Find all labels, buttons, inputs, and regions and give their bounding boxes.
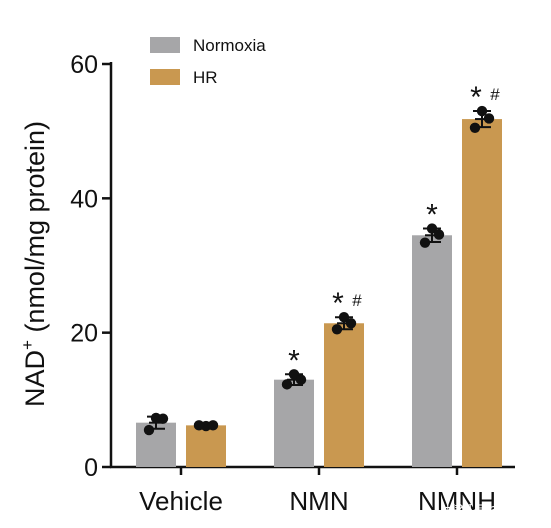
legend-swatch xyxy=(150,69,180,85)
data-point xyxy=(469,122,481,134)
data-point xyxy=(331,324,343,335)
data-point xyxy=(345,318,357,329)
category-label: Vehicle xyxy=(139,486,223,516)
y-tick-label: 40 xyxy=(70,185,98,213)
significance-star: * xyxy=(470,81,482,114)
y-axis-label-sup: + xyxy=(18,340,37,350)
bar-normoxia-nmn xyxy=(274,379,314,467)
data-point xyxy=(433,229,445,240)
bar-normoxia-nmnh xyxy=(412,235,452,467)
category-label: NMN xyxy=(289,486,348,516)
legend: Normoxia HR xyxy=(150,36,266,87)
y-tick-label: 60 xyxy=(70,51,98,79)
legend-label: Normoxia xyxy=(193,36,266,55)
y-axis-label-main: NAD xyxy=(20,350,50,407)
y-tick-label: 0 xyxy=(84,454,98,482)
bars-layer: * * * # * # xyxy=(136,81,502,468)
data-point xyxy=(157,413,169,424)
bar-hr-nmnh xyxy=(462,119,502,468)
bar-hr-vehicle xyxy=(186,425,226,467)
significance-hash: # xyxy=(352,291,362,310)
y-ticks: 0 20 40 60 xyxy=(70,51,111,482)
bar-hr-nmn xyxy=(324,323,364,467)
category-label: NMNH xyxy=(418,486,496,516)
data-point xyxy=(288,369,300,380)
data-point xyxy=(281,379,293,390)
data-point xyxy=(426,223,438,234)
significance-star: * xyxy=(332,287,344,320)
significance-star: * xyxy=(288,344,300,377)
data-point xyxy=(338,312,350,323)
y-axis-label-rest: (nmol/mg protein) xyxy=(20,121,50,340)
data-point xyxy=(295,374,307,385)
data-point xyxy=(207,420,219,431)
watermark-text: 搜狐号@维森美 xyxy=(445,504,543,520)
significance-star: * xyxy=(426,199,438,232)
category-labels: Vehicle NMN NMNH xyxy=(139,467,496,516)
bar-normoxia-vehicle xyxy=(136,422,176,467)
y-tick-label: 20 xyxy=(70,320,98,348)
data-point xyxy=(193,420,205,431)
legend-label: HR xyxy=(193,68,218,87)
data-point xyxy=(143,424,155,436)
data-point xyxy=(476,105,488,117)
legend-swatch xyxy=(150,37,180,53)
significance-hash: # xyxy=(490,85,500,104)
data-point xyxy=(419,237,431,248)
data-point xyxy=(483,113,495,124)
y-axis-label: NAD+ (nmol/mg protein) xyxy=(18,121,50,407)
